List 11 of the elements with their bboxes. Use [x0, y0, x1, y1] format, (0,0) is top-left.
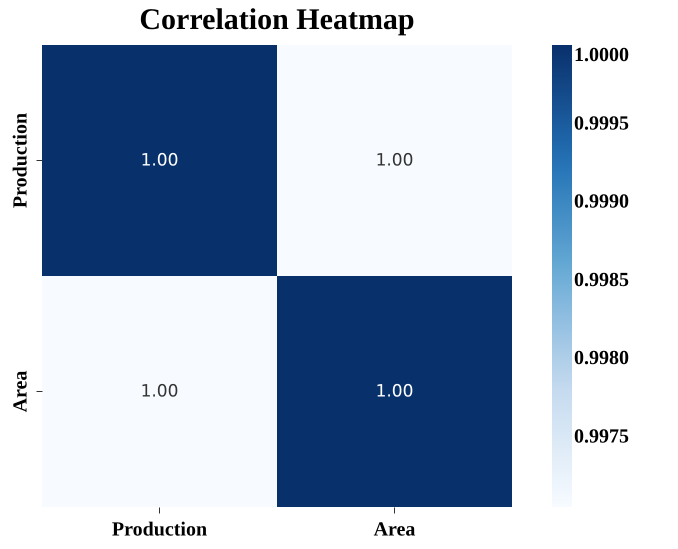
data-label: 1.00	[140, 150, 178, 170]
color-bar-label: 0.9985	[574, 268, 629, 291]
color-bar-label: 0.9995	[574, 112, 629, 134]
data-label: 1.00	[376, 382, 414, 402]
data-label: 1.00	[140, 382, 178, 402]
color-bar-label: 1.0000	[574, 44, 629, 66]
data-label: 1.00	[376, 150, 414, 170]
color-bar-label: 0.9990	[574, 190, 629, 213]
color-bar-label: 0.9980	[574, 347, 629, 370]
chart-title: Correlation Heatmap	[139, 3, 415, 36]
color-bar-label: 0.9975	[574, 426, 629, 448]
